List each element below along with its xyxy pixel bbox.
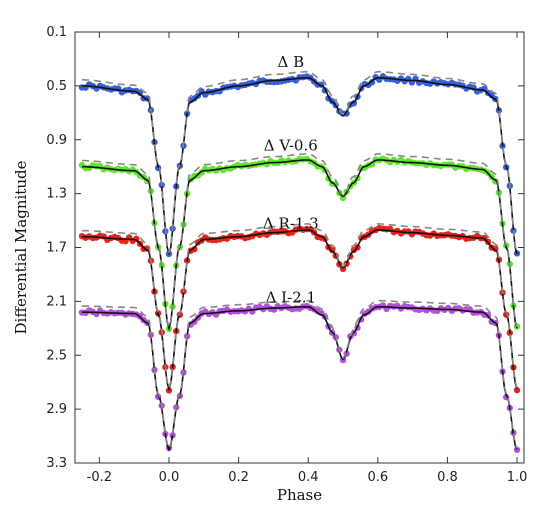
x-axis-label: Phase — [277, 486, 322, 504]
model-fit-line — [82, 306, 518, 452]
reference-dashed-line — [82, 153, 518, 330]
y-tick-label: 0.5 — [46, 79, 67, 94]
data-point — [368, 79, 376, 86]
series-label: Δ B — [277, 53, 304, 71]
series-labels: Δ B Δ V-0.6 Δ R-1.3 Δ I-2.1 — [263, 53, 319, 307]
data-point — [339, 194, 347, 202]
data-point — [332, 181, 339, 188]
x-tick-label: 0.4 — [298, 470, 319, 485]
y-tick-label: 2.9 — [46, 402, 67, 417]
y-tick-label: 2.5 — [46, 348, 67, 363]
y-tick-label: 3.3 — [46, 456, 67, 471]
series-0 — [78, 70, 521, 258]
data-point — [191, 246, 198, 253]
series-3 — [78, 299, 521, 454]
y-tick-label: 0.1 — [46, 25, 67, 40]
data-point — [513, 446, 521, 454]
reference-dashed-line — [82, 299, 518, 451]
series-label: Δ I-2.1 — [266, 289, 316, 307]
axis-ticks: -0.2 0.0 0.2 0.4 0.6 0.8 1.0 0.1 0.5 0.9 1.3 1.7 2.1… — [46, 25, 527, 485]
x-tick-label: 0.6 — [367, 470, 388, 485]
data-point — [513, 386, 521, 394]
series-1 — [78, 153, 521, 333]
x-tick-label: 1.0 — [507, 470, 528, 485]
y-tick-label: 2.1 — [46, 294, 67, 309]
y-tick-label: 0.9 — [46, 133, 67, 148]
data-point — [136, 89, 144, 96]
y-axis-label: Differential Magnitude — [12, 160, 30, 334]
y-tick-label: 1.7 — [46, 241, 67, 256]
data-point — [492, 245, 499, 252]
x-tick-label: -0.2 — [87, 470, 112, 485]
model-fit-line — [82, 229, 518, 392]
series-2 — [78, 223, 521, 394]
series-label: Δ R-1.3 — [263, 215, 319, 233]
data-point — [350, 100, 358, 107]
x-tick-label: 0.8 — [437, 470, 458, 485]
y-tick-label: 1.3 — [46, 187, 67, 202]
series-label: Δ V-0.6 — [264, 137, 318, 155]
x-tick-label: 0.2 — [228, 470, 249, 485]
data-point — [133, 235, 140, 242]
light-curves — [78, 70, 521, 454]
x-tick-label: 0.0 — [159, 470, 180, 485]
